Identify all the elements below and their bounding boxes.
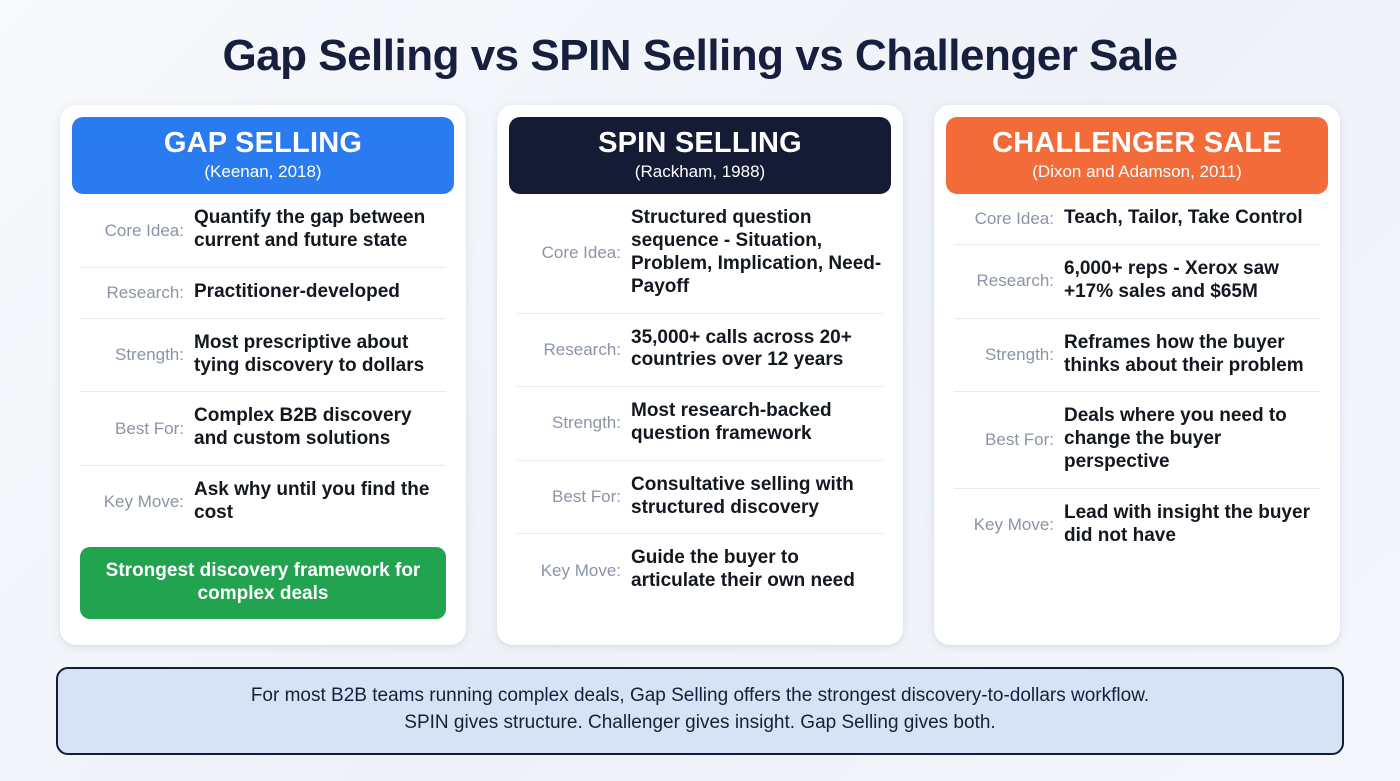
row-value: Complex B2B discovery and custom solutio… xyxy=(194,405,412,450)
card-challenger-sale: CHALLENGER SALE (Dixon and Adamson, 2011… xyxy=(934,105,1340,646)
card-subtitle: (Rackham, 1988) xyxy=(634,161,766,181)
summary-line-1: For most B2B teams running complex deals… xyxy=(250,685,1150,707)
card-header-spin-selling: SPIN SELLING (Rackham, 1988) xyxy=(509,117,891,195)
row-label: Key Move: xyxy=(103,492,184,512)
row-label: Core Idea: xyxy=(974,209,1054,229)
row-research: Research: 6,000+ reps - Xerox saw +17% s… xyxy=(954,244,1320,318)
summary-banner: For most B2B teams running complex deals… xyxy=(56,667,1344,756)
row-label: Research: xyxy=(976,271,1054,291)
page-title: Gap Selling vs SPIN Selling vs Challenge… xyxy=(222,31,1178,80)
row-best-for: Best For: Complex B2B discovery and cust… xyxy=(80,391,446,465)
row-value: Most research-backed question framework xyxy=(631,400,832,445)
card-subtitle: (Keenan, 2018) xyxy=(204,161,322,181)
row-value: Quantify the gap between current and fut… xyxy=(194,207,426,252)
row-strength: Strength: Most research-backed question … xyxy=(517,386,883,460)
row-key-move: Key Move: Ask why until you find the cos… xyxy=(80,465,446,539)
row-value: Consultative selling with structured dis… xyxy=(631,473,854,518)
row-label: Core Idea: xyxy=(104,220,184,240)
comparison-cards-row: GAP SELLING (Keenan, 2018) Core Idea: Qu… xyxy=(0,79,1400,646)
summary-line-2: SPIN gives structure. Challenger gives i… xyxy=(404,712,996,734)
row-best-for: Best For: Deals where you need to change… xyxy=(954,391,1320,487)
row-research: Research: 35,000+ calls across 20+ count… xyxy=(517,312,883,387)
row-label: Key Move: xyxy=(973,515,1054,535)
row-label: Research: xyxy=(106,282,184,302)
card-spin-selling: SPIN SELLING (Rackham, 1988) Core Idea: … xyxy=(497,105,903,646)
row-label: Strength: xyxy=(115,345,184,365)
summary-banner-wrapper: For most B2B teams running complex deals… xyxy=(0,645,1400,756)
row-key-move: Key Move: Lead with insight the buyer di… xyxy=(954,487,1320,562)
row-research: Research: Practitioner-developed xyxy=(80,267,446,318)
row-label: Strength: xyxy=(985,345,1054,365)
row-value: 6,000+ reps - Xerox saw +17% sales and $… xyxy=(1064,258,1279,303)
row-core-idea: Core Idea: Structured question sequence … xyxy=(517,194,883,312)
row-label: Core Idea: xyxy=(541,243,621,263)
card-subtitle: (Dixon and Adamson, 2011) xyxy=(1032,161,1242,181)
row-label: Best For: xyxy=(985,430,1054,450)
row-label: Key Move: xyxy=(540,560,621,580)
row-label: Best For: xyxy=(552,487,621,507)
row-value: Structured question sequence - Situation… xyxy=(631,207,882,297)
row-value: Guide the buyer to articulate their own … xyxy=(631,547,855,592)
row-value: Lead with insight the buyer did not have xyxy=(1064,501,1310,546)
row-best-for: Best For: Consultative selling with stru… xyxy=(517,459,883,534)
row-value: Deals where you need to change the buyer… xyxy=(1064,405,1287,473)
row-strength: Strength: Reframes how the buyer thinks … xyxy=(954,317,1320,392)
card-rows: Core Idea: Structured question sequence … xyxy=(509,194,891,607)
card-title: GAP SELLING xyxy=(163,127,363,160)
card-title: SPIN SELLING xyxy=(598,127,802,160)
row-label: Research: xyxy=(543,339,621,359)
card-gap-selling: GAP SELLING (Keenan, 2018) Core Idea: Qu… xyxy=(60,105,466,646)
row-value: 35,000+ calls across 20+ countries over … xyxy=(631,326,852,371)
card-header-gap-selling: GAP SELLING (Keenan, 2018) xyxy=(72,117,454,195)
row-value: Ask why until you find the cost xyxy=(194,479,430,523)
row-value: Reframes how the buyer thinks about thei… xyxy=(1064,331,1304,376)
card-header-challenger-sale: CHALLENGER SALE (Dixon and Adamson, 2011… xyxy=(946,117,1328,195)
verdict-badge: Strongest discovery framework for comple… xyxy=(80,546,446,619)
row-label: Best For: xyxy=(115,418,184,438)
row-key-move: Key Move: Guide the buyer to articulate … xyxy=(517,533,883,607)
card-rows: Core Idea: Quantify the gap between curr… xyxy=(72,194,454,538)
row-core-idea: Core Idea: Teach, Tailor, Take Control xyxy=(954,194,1320,244)
row-value: Practitioner-developed xyxy=(194,281,400,303)
row-value: Teach, Tailor, Take Control xyxy=(1064,207,1303,229)
row-value: Most prescriptive about tying discovery … xyxy=(194,331,425,376)
card-rows: Core Idea: Teach, Tailor, Take Control R… xyxy=(946,194,1328,561)
row-core-idea: Core Idea: Quantify the gap between curr… xyxy=(80,194,446,267)
row-strength: Strength: Most prescriptive about tying … xyxy=(80,317,446,392)
row-label: Strength: xyxy=(552,413,621,433)
card-title: CHALLENGER SALE xyxy=(992,127,1282,160)
